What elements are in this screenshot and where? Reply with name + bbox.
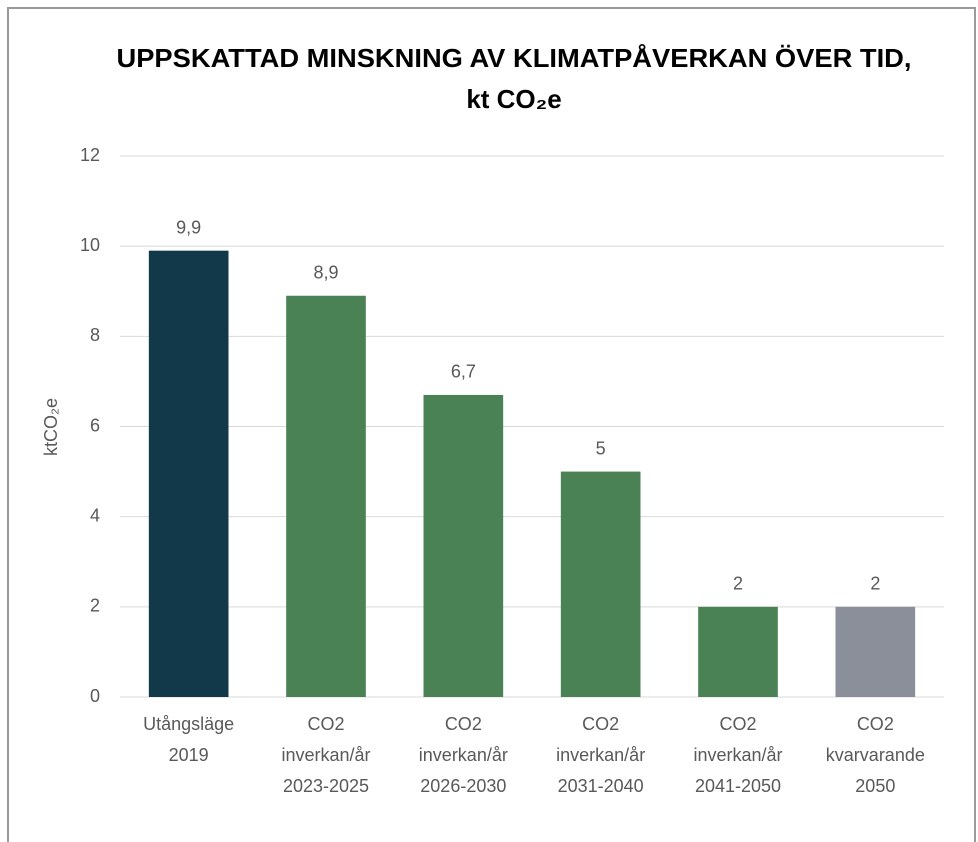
- x-tick-label: CO2: [719, 714, 756, 734]
- x-tick-label: 2050: [855, 776, 895, 796]
- y-axis-label: ktCO₂e: [41, 398, 61, 456]
- chart-title: UPPSKATTAD MINSKNING AV KLIMATPÅVERKAN Ö…: [117, 43, 912, 73]
- bar: [286, 295, 366, 697]
- y-tick-label: 8: [90, 325, 100, 345]
- x-tick-label: Utångsläge: [143, 714, 234, 734]
- x-tick-label: 2019: [169, 745, 209, 765]
- bar: [560, 471, 641, 697]
- data-label: 6,7: [451, 362, 476, 382]
- y-tick-label: 2: [90, 596, 100, 616]
- data-label: 9,9: [176, 217, 201, 237]
- x-tick-label: 2031-2040: [558, 776, 644, 796]
- y-tick-label: 6: [90, 415, 100, 435]
- bar: [148, 250, 229, 698]
- x-tick-label: inverkan/år: [693, 745, 782, 765]
- data-label: 8,9: [313, 263, 338, 283]
- x-tick-label: 2023-2025: [283, 776, 369, 796]
- bar: [835, 606, 916, 697]
- y-tick-label: 0: [90, 686, 100, 706]
- data-label: 5: [596, 438, 606, 458]
- x-tick-label: CO2: [582, 714, 619, 734]
- data-label: 2: [870, 574, 880, 594]
- x-tick-label: 2026-2030: [420, 776, 506, 796]
- chart-title: kt CO₂e: [466, 84, 561, 114]
- x-tick-label: inverkan/år: [419, 745, 508, 765]
- bar: [698, 606, 778, 697]
- x-tick-label: CO2: [857, 714, 894, 734]
- x-tick-label: kvarvarande: [826, 745, 925, 765]
- y-tick-label: 4: [90, 505, 100, 525]
- bar: [423, 394, 504, 697]
- y-tick-label: 10: [80, 235, 100, 255]
- frame: [7, 7, 976, 842]
- x-tick-label: inverkan/år: [281, 745, 370, 765]
- x-tick-label: CO2: [307, 714, 344, 734]
- y-tick-label: 12: [80, 145, 100, 165]
- x-tick-label: CO2: [445, 714, 482, 734]
- x-tick-label: 2041-2050: [695, 776, 781, 796]
- x-tick-label: inverkan/år: [556, 745, 645, 765]
- data-label: 2: [733, 574, 743, 594]
